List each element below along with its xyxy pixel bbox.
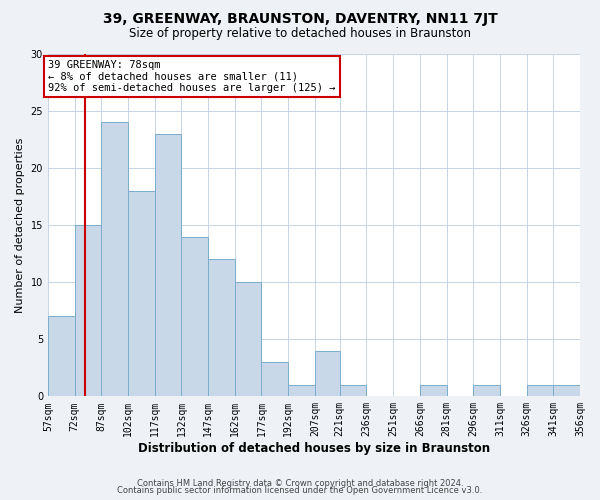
Bar [235, 282, 262, 397]
Bar [553, 385, 580, 396]
Y-axis label: Number of detached properties: Number of detached properties [15, 138, 25, 313]
Bar [48, 316, 74, 396]
Text: Size of property relative to detached houses in Braunston: Size of property relative to detached ho… [129, 28, 471, 40]
Bar [315, 350, 340, 397]
X-axis label: Distribution of detached houses by size in Braunston: Distribution of detached houses by size … [138, 442, 490, 455]
Text: 39 GREENWAY: 78sqm
← 8% of detached houses are smaller (11)
92% of semi-detached: 39 GREENWAY: 78sqm ← 8% of detached hous… [48, 60, 335, 93]
Bar [340, 385, 367, 396]
Bar [288, 385, 315, 396]
Bar [181, 236, 208, 396]
Bar [101, 122, 128, 396]
Text: Contains public sector information licensed under the Open Government Licence v3: Contains public sector information licen… [118, 486, 482, 495]
Bar [155, 134, 181, 396]
Bar [208, 260, 235, 396]
Bar [128, 191, 155, 396]
Bar [420, 385, 446, 396]
Bar [74, 225, 101, 396]
Bar [527, 385, 553, 396]
Text: 39, GREENWAY, BRAUNSTON, DAVENTRY, NN11 7JT: 39, GREENWAY, BRAUNSTON, DAVENTRY, NN11 … [103, 12, 497, 26]
Bar [262, 362, 288, 396]
Text: Contains HM Land Registry data © Crown copyright and database right 2024.: Contains HM Land Registry data © Crown c… [137, 478, 463, 488]
Bar [473, 385, 500, 396]
